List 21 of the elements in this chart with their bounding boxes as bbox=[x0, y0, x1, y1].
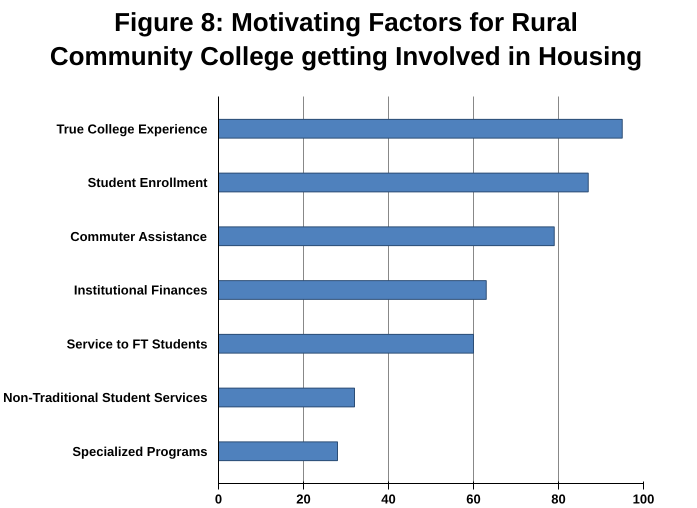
y-tick-label: Commuter Assistance bbox=[70, 228, 208, 244]
x-tick-label: 60 bbox=[466, 492, 481, 506]
y-tick-label: Specialized Programs bbox=[72, 444, 208, 459]
bar bbox=[218, 441, 338, 462]
y-tick-label: True College Experience bbox=[56, 121, 208, 136]
bar bbox=[218, 226, 555, 246]
bar bbox=[218, 388, 355, 408]
y-tick-label: Non-Traditional Student Services bbox=[3, 390, 208, 405]
y-tick-label: Institutional Finances bbox=[74, 282, 208, 298]
y-tick-label: Student Enrollment bbox=[88, 175, 208, 190]
x-tick-label: 20 bbox=[296, 492, 311, 506]
chart-title: Figure 8: Motivating Factors for Rural Community College getting Involved in Housing bbox=[48, 6, 644, 73]
bar bbox=[218, 334, 474, 354]
bar bbox=[218, 280, 487, 300]
x-tick-label: 40 bbox=[381, 492, 396, 506]
bar bbox=[218, 118, 623, 139]
bar bbox=[218, 172, 589, 192]
y-tick-label: Service to FT Students bbox=[66, 336, 208, 352]
x-tick-label: 80 bbox=[551, 492, 566, 506]
x-tick-label: 0 bbox=[214, 492, 222, 506]
x-tick-label: 100 bbox=[632, 492, 654, 506]
